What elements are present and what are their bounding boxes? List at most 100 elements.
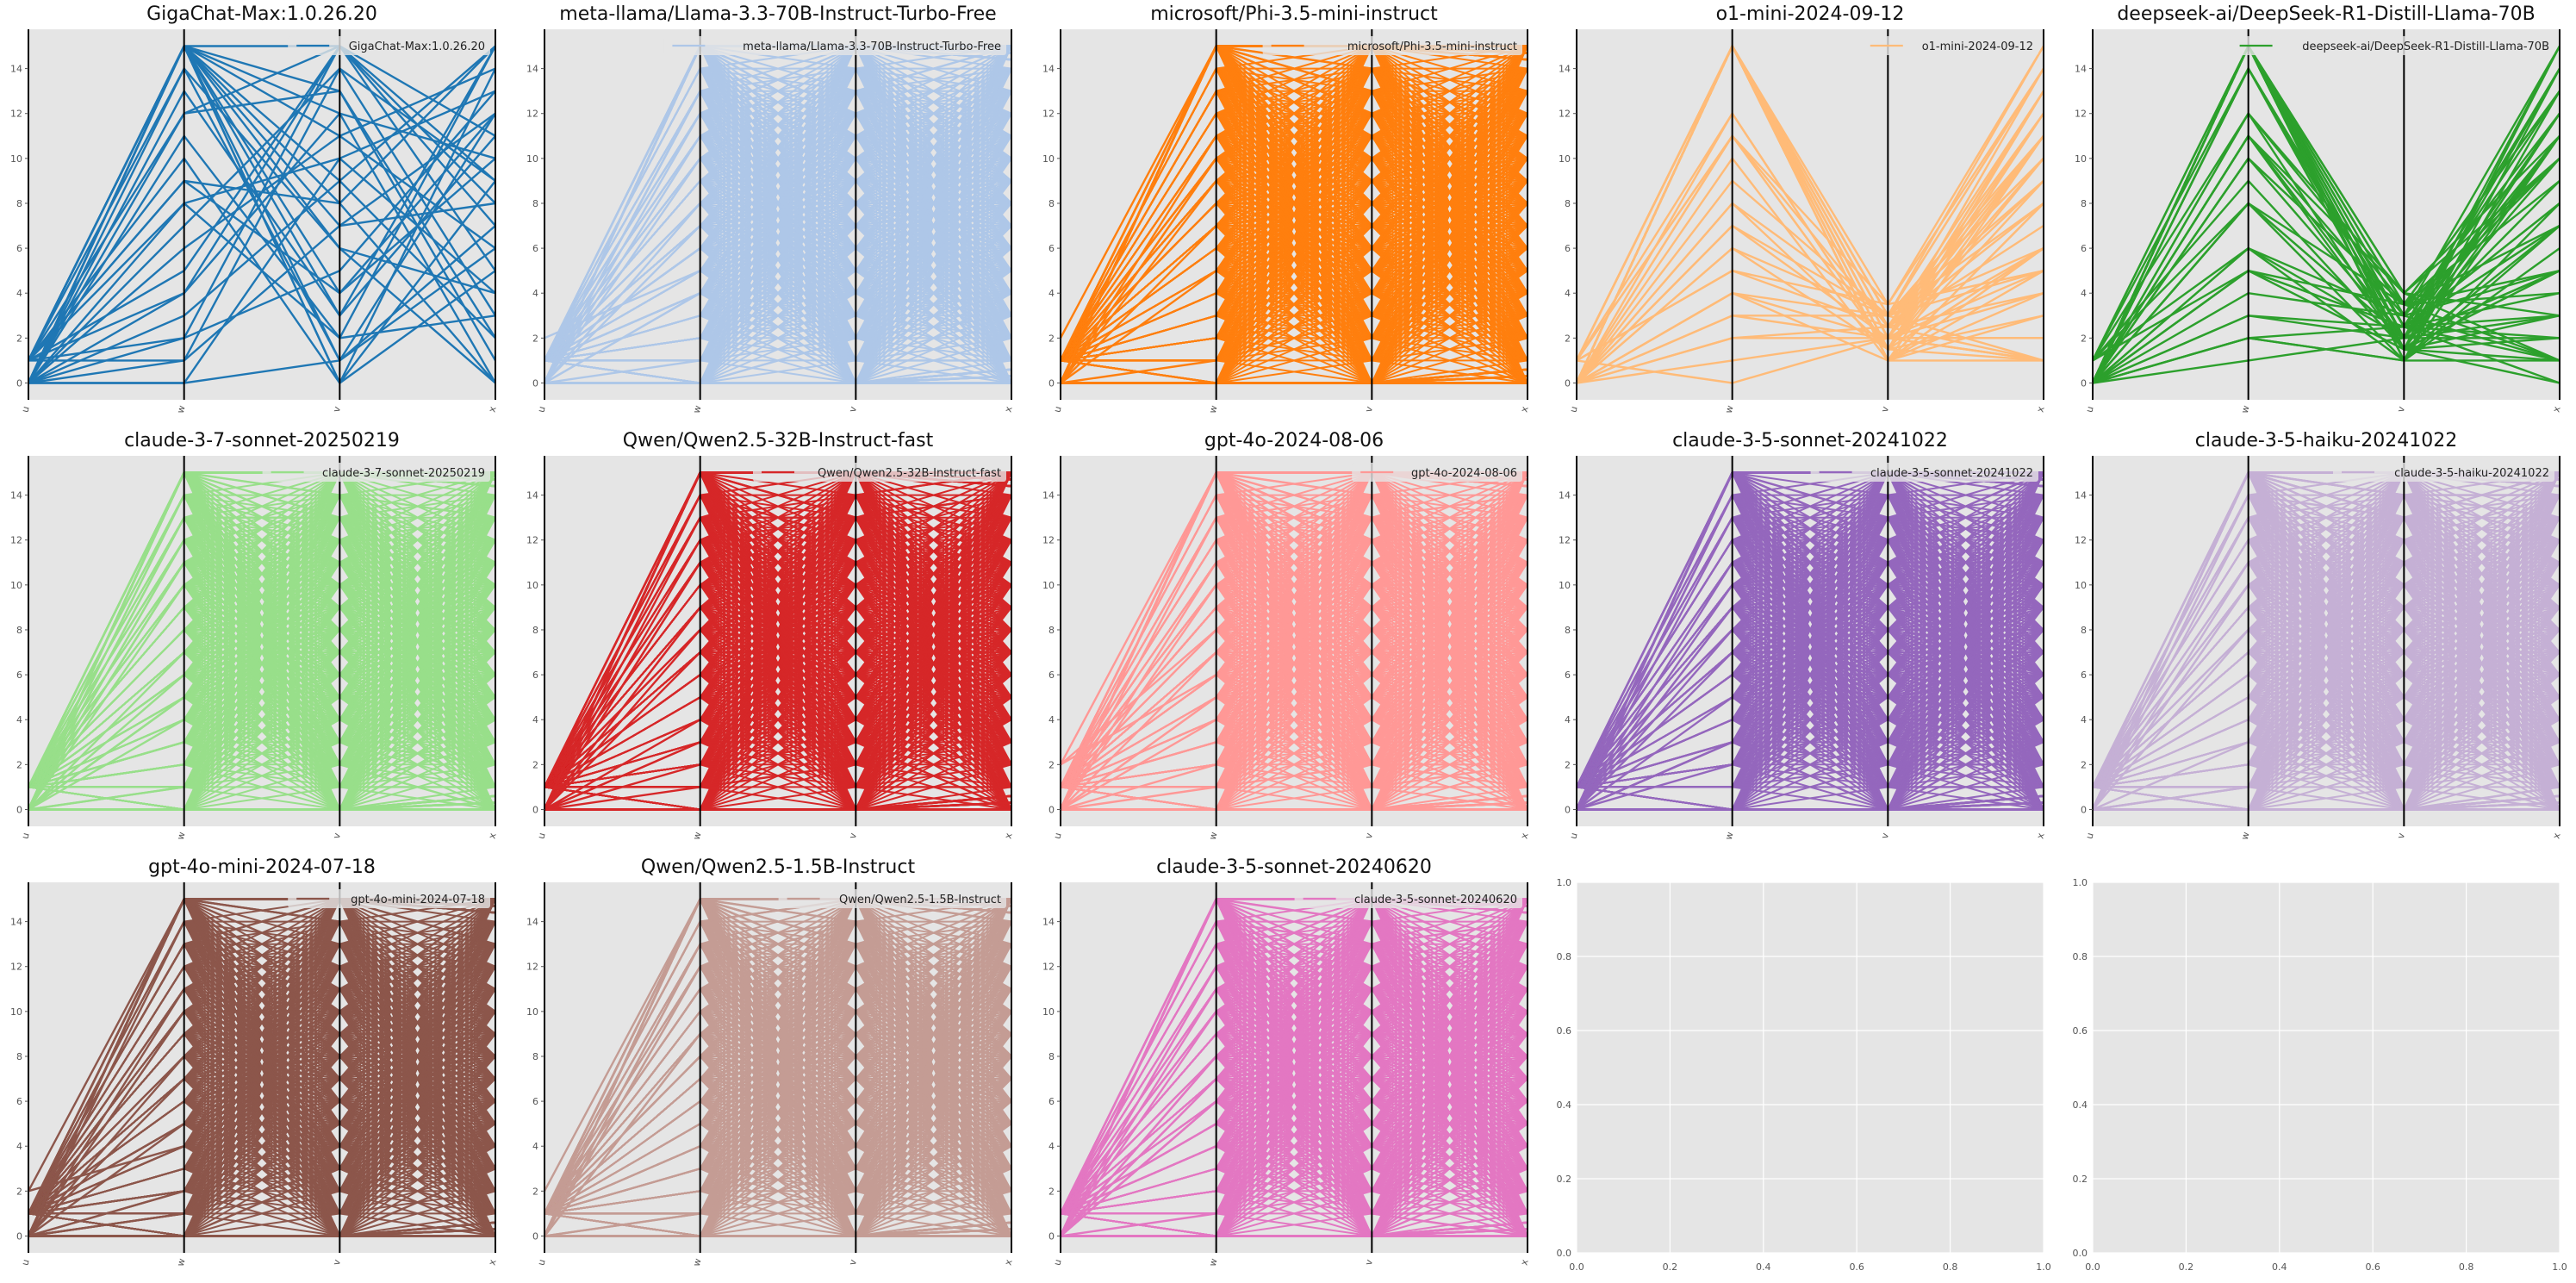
legend-label: claude-3-5-sonnet-20241022 (1870, 467, 2033, 480)
data-line (1577, 43, 2044, 384)
axis-label-u: u (19, 831, 31, 840)
legend: Qwen/Qwen2.5-1.5B-Instruct (778, 889, 1006, 908)
legend-box (1352, 463, 1522, 482)
axis-label-u: u (1051, 405, 1063, 414)
subplot-11: gpt-4o-mini-2024-07-18 u w v x 0 2 4 6 8 10 12 14 gpt… (10, 856, 499, 1267)
y-tick-label: 2 (1565, 333, 1571, 344)
axis-label-w: w (691, 404, 704, 414)
y-tick-label: 14 (10, 917, 22, 928)
parallel-axes (544, 29, 1012, 400)
y-tick-label: 12 (10, 535, 22, 546)
y-tick-label: 8 (2081, 625, 2087, 636)
data-line (28, 112, 495, 362)
y-tick-label: 8 (1565, 198, 1571, 209)
axis-label-u: u (1567, 831, 1579, 840)
axis-label-u: u (19, 405, 31, 414)
legend: gpt-4o-mini-2024-07-18 (288, 889, 490, 908)
y-tick-label: 0 (2081, 804, 2087, 815)
y-tick-label: 12 (10, 109, 22, 120)
y-tick-label: 4 (532, 1141, 538, 1152)
axis-label-v: v (847, 831, 859, 840)
y-tick-label: 0 (1048, 1230, 1055, 1242)
data-line (1577, 45, 2044, 384)
y-tick-label: 4 (16, 714, 22, 726)
subplot-1: GigaChat-Max:1.0.26.20 u w v x 0 2 4 6 8 10 12 14 Gig… (10, 3, 499, 414)
y-tick-label: 6 (1565, 670, 1571, 681)
axis-label-w: w (2239, 831, 2252, 841)
chart-title: claude-3-7-sonnet-20250219 (124, 430, 400, 452)
axis-label-w: w (175, 404, 188, 414)
y-tick-label: 10 (2075, 580, 2087, 591)
plot-area (2093, 882, 2560, 1253)
legend-box (1294, 889, 1522, 908)
y-tick-label: 0.6 (1557, 1025, 1572, 1037)
y-tick-label: 0.2 (1557, 1174, 1572, 1185)
legend-box (2333, 463, 2554, 482)
y-tick-label: 6 (2081, 243, 2087, 254)
y-tick-label: 8 (2081, 198, 2087, 209)
y-tick-label: 0 (532, 1230, 538, 1242)
y-tick-label: 4 (2081, 288, 2087, 299)
y-tick-label: 12 (526, 535, 538, 546)
axis-label-w: w (1207, 1257, 1220, 1267)
y-tick-label: 14 (1042, 917, 1055, 928)
y-tick-label: 2 (2081, 333, 2087, 344)
y-tick-label: 4 (16, 288, 22, 299)
y-tick-label: 4 (532, 714, 538, 726)
y-tick-label: 8 (1565, 625, 1571, 636)
y-tick-label: 10 (1042, 1006, 1055, 1018)
series-lines (544, 896, 1011, 1238)
x-tick-label: 1.0 (2552, 1261, 2567, 1273)
y-tick-label: 10 (10, 580, 22, 591)
x-tick-label: 0.2 (2179, 1261, 2194, 1273)
y-tick-label: 8 (1048, 1051, 1055, 1062)
grid (1576, 881, 2044, 1254)
legend-label: GigaChat-Max:1.0.26.20 (349, 40, 485, 53)
axis-label-x: x (1518, 1258, 1530, 1267)
subplot-5: deepseek-ai/DeepSeek-R1-Distill-Llama-70… (2075, 3, 2563, 414)
legend: gpt-4o-2024-08-06 (1352, 463, 1522, 482)
y-tick-label: 4 (1048, 714, 1055, 726)
legend-box (1861, 36, 2038, 55)
chart-title: Qwen/Qwen2.5-32B-Instruct-fast (623, 430, 934, 452)
y-tick-label: 6 (1048, 670, 1055, 681)
legend-box (1810, 463, 2038, 482)
legend: claude-3-5-sonnet-20241022 (1810, 463, 2038, 482)
legend-box (1262, 36, 1522, 55)
y-tick-label: 6 (1048, 1096, 1055, 1107)
y-tick-label: 2 (16, 333, 22, 344)
y-tick-label: 2 (16, 759, 22, 770)
y-tick-label: 10 (1042, 580, 1055, 591)
axis-label-v: v (1879, 405, 1891, 414)
data-line (1577, 135, 2044, 384)
axis-label-v: v (847, 1258, 859, 1267)
axis-label-w: w (2239, 404, 2252, 414)
x-tick-label: 0.4 (1756, 1261, 1771, 1273)
y-tick-label: 12 (526, 109, 538, 120)
y-tick-label: 12 (1042, 962, 1055, 973)
y-tick-label: 0.4 (2073, 1099, 2088, 1111)
legend-label: claude-3-5-haiku-20241022 (2394, 467, 2549, 480)
legend: meta-llama/Llama-3.3-70B-Instruct-Turbo-… (663, 36, 1006, 55)
data-line (1577, 113, 2044, 384)
x-tick-label: 0.0 (1569, 1261, 1584, 1273)
axis-label-x: x (1518, 831, 1530, 840)
data-line (1577, 794, 2044, 811)
legend-label: claude-3-5-sonnet-20240620 (1354, 894, 1517, 906)
y-tick-label: 10 (1042, 153, 1055, 165)
data-line (1577, 134, 2044, 384)
axis-label-w: w (175, 831, 188, 841)
legend: microsoft/Phi-3.5-mini-instruct (1262, 36, 1522, 55)
x-tick-label: 0.4 (2272, 1261, 2287, 1273)
data-line (2093, 269, 2560, 362)
y-tick-label: 6 (532, 243, 538, 254)
data-line (544, 1221, 1011, 1237)
y-tick-label: 8 (1048, 625, 1055, 636)
subplot-8: gpt-4o-2024-08-06 u w v x 0 2 4 6 8 10 12 14 gpt-4o-2… (1042, 430, 1531, 841)
y-tick-label: 12 (2075, 535, 2087, 546)
axis-label-w: w (1207, 404, 1220, 414)
y-tick-label: 0 (532, 804, 538, 815)
data-line (1061, 794, 1528, 811)
legend: deepseek-ai/DeepSeek-R1-Distill-Llama-70… (2231, 36, 2554, 55)
